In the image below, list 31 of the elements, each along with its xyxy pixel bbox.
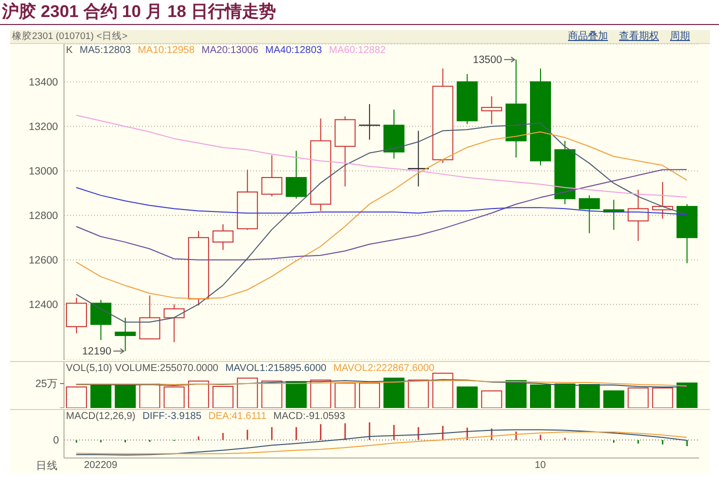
y-tick-label: 12600 [28, 254, 58, 266]
y-tick-label: 13200 [28, 120, 58, 133]
annotation: 12190 [82, 346, 112, 358]
text: MA40:12803 [265, 45, 322, 56]
text: MA60:12882 [328, 45, 386, 56]
series-label: MAVOL1:215895.6000 [225, 363, 326, 374]
text: 商品叠加 [568, 31, 608, 42]
chart-subtitle: 橡胶2301 (010701) <日线> [12, 31, 128, 42]
annotation: 13500 [472, 54, 502, 66]
text: 周期 [670, 31, 690, 42]
chart-title: 沪胶 2301 合约 10 月 18 日行情走势 [2, 2, 276, 21]
legend-title: MACD(12,26,9) [66, 411, 136, 422]
text: MA10:12958 [138, 45, 195, 56]
y-tick-label: 13400 [28, 76, 58, 88]
text: DEA:41.6111 [208, 411, 266, 422]
legend-title: VOL(5,10) VOLUME:255070.0000 [66, 363, 218, 374]
x-axis-title: 日线 [36, 460, 58, 472]
y-tick-label: 12400 [28, 298, 58, 311]
legend-title: K [66, 45, 73, 56]
text: MA20:13006 [202, 45, 258, 56]
text: MACD:-91.0593 [273, 411, 346, 422]
y-tick-label: 25万 [35, 378, 58, 390]
x-tick-label: 202209 [84, 460, 118, 471]
ref-line-label: 0 [53, 434, 60, 447]
text: 查看期权 [619, 31, 659, 42]
x-tick-label: 10 [534, 460, 546, 471]
text: MA5:12803 [80, 45, 131, 56]
y-tick-label: 12800 [28, 210, 58, 222]
y-tick-label: 13000 [28, 165, 58, 178]
series-label: MAVOL2:222867.6000 [333, 363, 434, 374]
text: DIFF:-3.9185 [142, 411, 202, 422]
